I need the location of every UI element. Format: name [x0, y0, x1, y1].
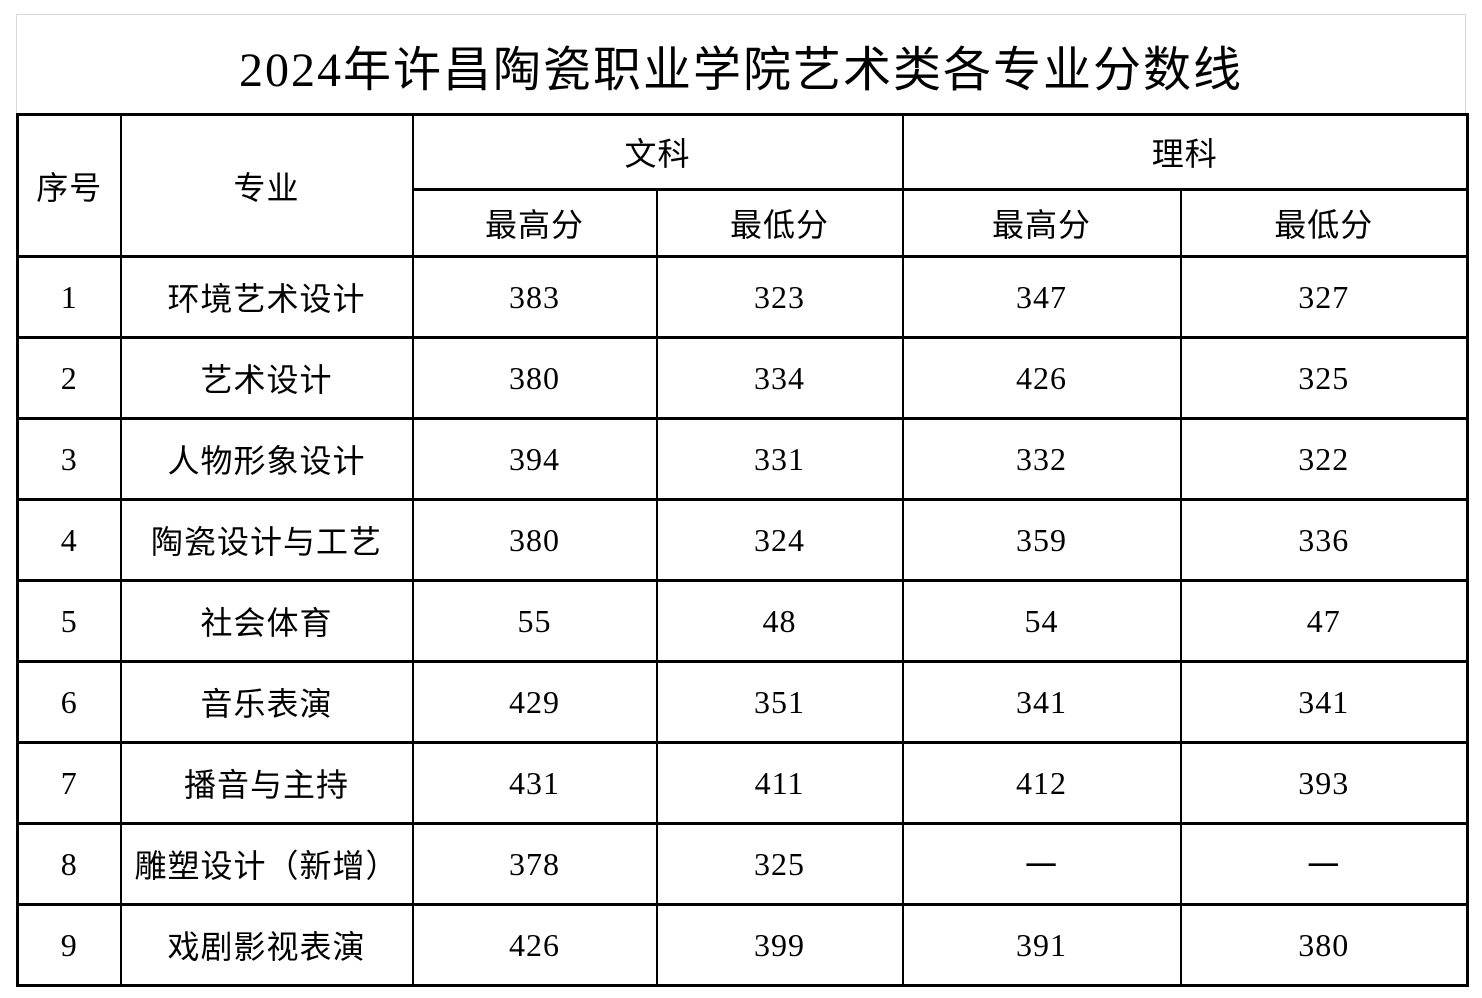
col-header-science: 理科: [901, 113, 1469, 191]
cell-wenke-max: 431: [411, 741, 658, 825]
cell-like-min: 380: [1179, 903, 1469, 987]
cell-like-max: 341: [901, 660, 1182, 744]
cell-wenke-min: 325: [655, 822, 904, 906]
table-row: 4 陶瓷设计与工艺 380 324 359 336: [16, 498, 1469, 582]
table-row: 3 人物形象设计 394 331 332 322: [16, 417, 1469, 501]
cell-wenke-max: 426: [411, 903, 658, 987]
cell-like-min: 327: [1179, 255, 1469, 339]
cell-wenke-min: 411: [655, 741, 904, 825]
cell-like-min: 325: [1179, 336, 1469, 420]
cell-like-min: 一: [1179, 822, 1469, 906]
cell-index: 2: [16, 336, 122, 420]
cell-wenke-max: 383: [411, 255, 658, 339]
cell-major: 音乐表演: [119, 660, 414, 744]
cell-index: 4: [16, 498, 122, 582]
col-header-like-max: 最高分: [901, 188, 1182, 258]
cell-major: 人物形象设计: [119, 417, 414, 501]
col-header-wenke-min: 最低分: [655, 188, 904, 258]
table-row: 1 环境艺术设计 383 323 347 327: [16, 255, 1469, 339]
cell-major: 戏剧影视表演: [119, 903, 414, 987]
cell-like-max: 391: [901, 903, 1182, 987]
col-header-like-min: 最低分: [1179, 188, 1469, 258]
table-header: 序号 专业 文科 理科 最高分 最低分 最高分 最低分: [16, 113, 1469, 258]
cell-wenke-max: 429: [411, 660, 658, 744]
page-title: 2024年许昌陶瓷职业学院艺术类各专业分数线: [16, 14, 1466, 114]
table-row: 7 播音与主持 431 411 412 393: [16, 741, 1469, 825]
cell-like-max: 412: [901, 741, 1182, 825]
cell-major: 社会体育: [119, 579, 414, 663]
table-row: 5 社会体育 55 48 54 47: [16, 579, 1469, 663]
cell-major: 环境艺术设计: [119, 255, 414, 339]
cell-like-min: 336: [1179, 498, 1469, 582]
cell-wenke-min: 323: [655, 255, 904, 339]
cell-major: 播音与主持: [119, 741, 414, 825]
col-header-index: 序号: [16, 113, 122, 258]
cell-index: 3: [16, 417, 122, 501]
table-row: 9 戏剧影视表演 426 399 391 380: [16, 903, 1469, 987]
cell-index: 5: [16, 579, 122, 663]
score-table: 序号 专业 文科 理科 最高分 最低分 最高分 最低分 1 环境艺术设计 383 32…: [16, 113, 1470, 987]
cell-wenke-max: 380: [411, 336, 658, 420]
cell-index: 6: [16, 660, 122, 744]
cell-wenke-min: 48: [655, 579, 904, 663]
cell-like-max: 一: [901, 822, 1182, 906]
cell-wenke-min: 324: [655, 498, 904, 582]
cell-like-max: 359: [901, 498, 1182, 582]
cell-wenke-min: 399: [655, 903, 904, 987]
cell-index: 7: [16, 741, 122, 825]
cell-like-min: 322: [1179, 417, 1469, 501]
cell-like-max: 332: [901, 417, 1182, 501]
cell-wenke-min: 351: [655, 660, 904, 744]
col-header-liberal-arts: 文科: [411, 113, 904, 191]
cell-major: 雕塑设计（新增）: [119, 822, 414, 906]
col-header-major: 专业: [119, 113, 414, 258]
cell-like-min: 393: [1179, 741, 1469, 825]
table-row: 2 艺术设计 380 334 426 325: [16, 336, 1469, 420]
table-row: 6 音乐表演 429 351 341 341: [16, 660, 1469, 744]
table-row: 8 雕塑设计（新增） 378 325 一一: [16, 822, 1469, 906]
cell-like-max: 54: [901, 579, 1182, 663]
cell-like-min: 47: [1179, 579, 1469, 663]
cell-wenke-min: 331: [655, 417, 904, 501]
cell-index: 9: [16, 903, 122, 987]
cell-like-min: 341: [1179, 660, 1469, 744]
table-body: 1 环境艺术设计 383 323 347 327 2 艺术设计 380 334 426 325 3 人物形…: [16, 255, 1469, 987]
cell-index: 8: [16, 822, 122, 906]
cell-wenke-max: 378: [411, 822, 658, 906]
cell-wenke-min: 334: [655, 336, 904, 420]
cell-major: 陶瓷设计与工艺: [119, 498, 414, 582]
cell-wenke-max: 394: [411, 417, 658, 501]
cell-wenke-max: 55: [411, 579, 658, 663]
col-header-wenke-max: 最高分: [411, 188, 658, 258]
cell-wenke-max: 380: [411, 498, 658, 582]
cell-major: 艺术设计: [119, 336, 414, 420]
cell-like-max: 426: [901, 336, 1182, 420]
cell-index: 1: [16, 255, 122, 339]
cell-like-max: 347: [901, 255, 1182, 339]
